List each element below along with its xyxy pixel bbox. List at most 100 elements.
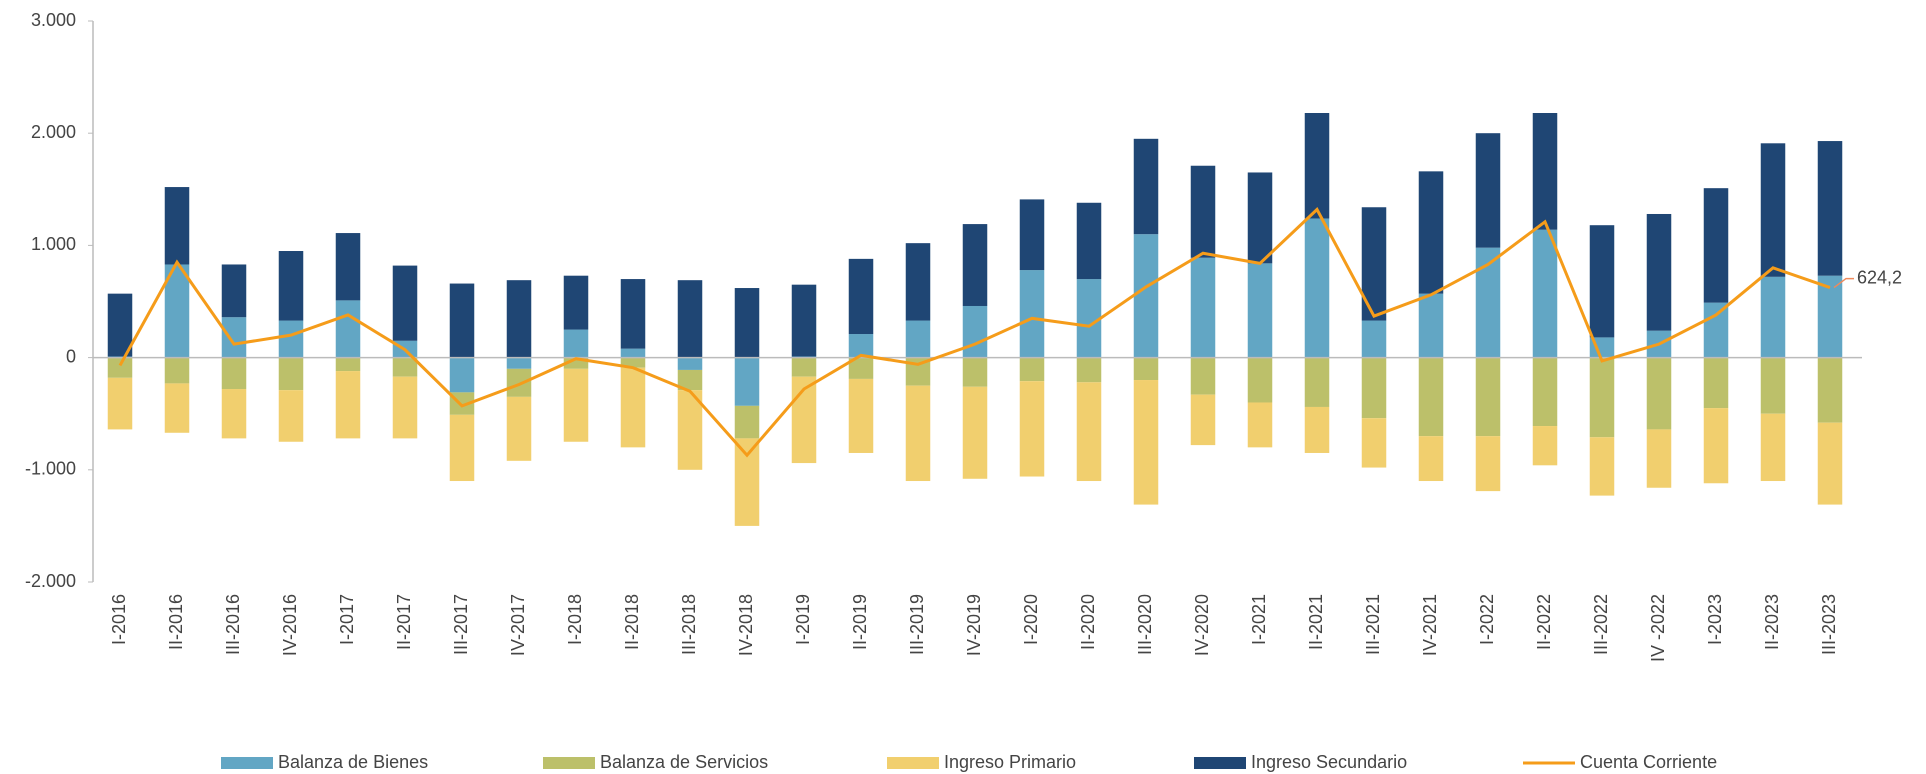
bar	[1304, 113, 1330, 219]
bar	[1589, 357, 1615, 438]
label-leader	[1833, 277, 1854, 289]
bar	[1703, 188, 1729, 303]
bar	[1475, 133, 1501, 248]
bar	[1760, 143, 1786, 277]
bar	[620, 279, 646, 349]
bar	[164, 187, 190, 265]
bar	[1817, 275, 1843, 358]
bar	[449, 283, 475, 358]
x-tick-label: I-2020	[1021, 594, 1041, 645]
bar	[1076, 279, 1102, 358]
bar	[1304, 218, 1330, 358]
bar	[335, 233, 361, 301]
bar	[905, 243, 931, 321]
bar	[506, 396, 532, 461]
bar	[1076, 202, 1102, 280]
legend-swatch	[543, 757, 595, 769]
x-tick-label: IV-2017	[508, 594, 528, 656]
x-tick-label: I-2019	[793, 594, 813, 645]
x-tick-label: II-2020	[1078, 594, 1098, 650]
bar	[1475, 357, 1501, 437]
bar	[1418, 293, 1444, 358]
bar	[449, 357, 475, 393]
bar	[848, 378, 874, 453]
bar	[791, 357, 817, 377]
bar	[677, 280, 703, 358]
bar	[563, 275, 589, 330]
bar	[1190, 357, 1216, 395]
bar	[1190, 394, 1216, 446]
bar	[278, 390, 304, 442]
bar	[278, 357, 304, 391]
bar	[107, 293, 133, 357]
x-tick-label: I-2021	[1249, 594, 1269, 645]
bar	[1361, 207, 1387, 321]
y-tick-label: 0	[66, 346, 76, 366]
legend-label: Balanza de Servicios	[600, 752, 768, 772]
bar	[1190, 257, 1216, 358]
y-tick-label: 3.000	[31, 10, 76, 30]
x-tick-label: III-2022	[1591, 594, 1611, 655]
x-tick-label: I-2016	[109, 594, 129, 645]
bar	[1760, 357, 1786, 414]
bar	[1247, 263, 1273, 358]
bar	[1646, 429, 1672, 488]
bar	[278, 320, 304, 358]
data-label: 624,2	[1857, 267, 1902, 287]
y-tick-label: -2.000	[25, 571, 76, 591]
bar	[1247, 357, 1273, 403]
bar	[848, 258, 874, 335]
bar	[1019, 199, 1045, 271]
bar	[1589, 437, 1615, 496]
bar	[506, 368, 532, 397]
y-tick-label: -1.000	[25, 459, 76, 479]
bar	[506, 280, 532, 358]
x-tick-label: I-2018	[565, 594, 585, 645]
bar	[107, 377, 133, 430]
x-tick-label: IV-2016	[280, 594, 300, 656]
bar	[962, 224, 988, 306]
x-tick-label: IV-2020	[1192, 594, 1212, 656]
bar	[164, 357, 190, 384]
bar	[335, 357, 361, 372]
x-tick-label: II-2023	[1762, 594, 1782, 650]
bar	[1304, 406, 1330, 453]
x-tick-label: II-2016	[166, 594, 186, 650]
x-tick-label: II-2022	[1534, 594, 1554, 650]
line	[118, 207, 1831, 458]
bar	[1817, 357, 1843, 423]
legend-swatch	[1194, 757, 1246, 769]
bar	[677, 369, 703, 391]
bar	[278, 251, 304, 321]
x-tick-label: III-2016	[223, 594, 243, 655]
bar	[1019, 381, 1045, 477]
x-tick-label: III-2019	[907, 594, 927, 655]
bar	[1760, 276, 1786, 358]
bar	[221, 264, 247, 318]
y-tick-label: 2.000	[31, 122, 76, 142]
bar	[620, 367, 646, 448]
legend-swatch	[887, 757, 939, 769]
x-tick-label: III-2017	[451, 594, 471, 655]
bar	[1133, 138, 1159, 235]
bar	[1703, 408, 1729, 484]
bar	[1304, 357, 1330, 407]
bar	[848, 357, 874, 379]
x-tick-label: III-2023	[1819, 594, 1839, 655]
bar	[1646, 213, 1672, 331]
bar	[1247, 402, 1273, 448]
bar	[1190, 165, 1216, 258]
bar	[1532, 113, 1558, 230]
bar	[734, 405, 760, 439]
bar	[164, 383, 190, 433]
bar	[1133, 234, 1159, 358]
bar	[563, 368, 589, 442]
x-tick-label: II-2018	[622, 594, 642, 650]
x-tick-label: IV-2018	[736, 594, 756, 656]
legend-label: Balanza de Bienes	[278, 752, 428, 772]
bar	[1361, 418, 1387, 468]
bar	[734, 438, 760, 526]
bar	[1076, 382, 1102, 482]
x-tick-label: I-2017	[337, 594, 357, 645]
bar	[335, 371, 361, 439]
